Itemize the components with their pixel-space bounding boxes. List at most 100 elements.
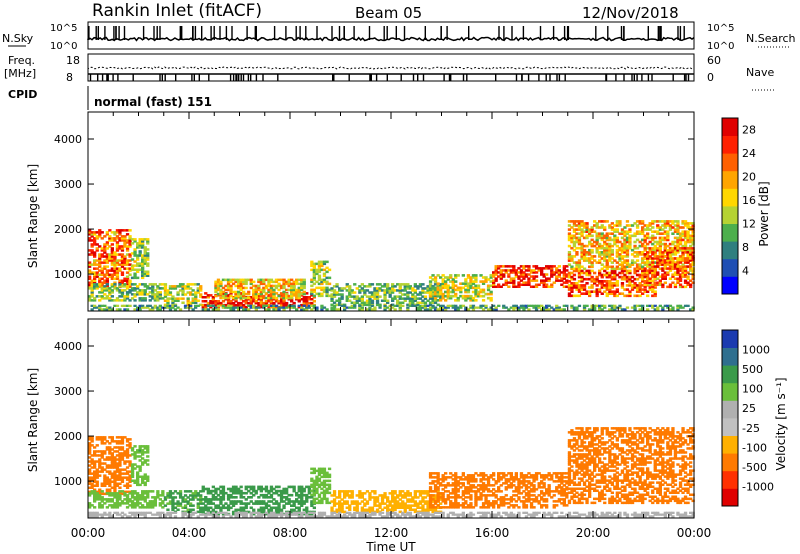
heat-cell [509,271,513,274]
heat-cell [113,466,117,469]
heat-cell [615,253,619,256]
heat-cell [345,494,349,497]
heat-cell [628,228,632,231]
heat-cell [138,459,142,462]
heat-cell [668,259,673,262]
heat-cell [628,292,632,295]
heat-cell [588,269,592,273]
heat-cell [532,306,536,309]
heat-cell [98,231,102,234]
heat-cell [678,226,683,229]
heat-cell [143,274,147,277]
heat-cell [272,301,276,305]
heat-cell [90,295,94,298]
heat-cell [214,504,218,507]
heat-cell [648,281,652,284]
heat-cell [562,285,566,288]
heat-cell [446,304,450,307]
heat-cell [446,288,450,292]
heat-cell [428,280,433,283]
heat-cell [671,249,675,252]
heat-cell [375,301,380,304]
nsky-line [87,36,695,42]
heat-cell [274,304,279,307]
heat-cell [681,247,685,250]
heat-cell [315,280,319,284]
heat-cell [656,226,660,229]
heat-cell [113,259,117,262]
heat-cell [307,298,311,301]
heat-cell [274,292,279,295]
heat-cell [658,279,662,282]
heat-cell [403,502,407,505]
heat-cell [325,499,329,503]
heat-cell [138,252,142,255]
heat-cell [656,255,660,258]
heat-cell [653,275,657,278]
heat-cell [345,285,349,288]
heat-cell [426,500,430,503]
heat-cell [315,483,319,487]
heat-cell [444,280,448,283]
heat-cell [272,304,276,307]
heat-cell [588,261,592,264]
heat-cell [406,285,410,288]
heat-cell [327,288,332,292]
heat-cell [151,496,155,499]
heat-cell [610,277,614,281]
heat-cell [105,273,109,276]
heat-cell [247,496,251,499]
heat-cell [138,293,142,296]
heat-cell [105,269,109,272]
heat-cell [229,489,233,493]
heat-cell [146,492,150,495]
heat-cell [120,448,125,451]
heat-cell [681,220,685,223]
heat-cell [522,277,526,280]
heat-cell [93,480,97,483]
heat-cell [158,494,162,497]
heat-cell [580,277,584,281]
heat-cell [683,224,688,227]
heat-cell [653,230,657,233]
heat-cell [138,244,142,247]
heat-cell [115,269,120,272]
heat-cell [625,253,630,256]
heat-cell [128,235,132,238]
heat-cell [411,287,415,290]
heat-cell [439,292,443,296]
heat-cell [325,491,329,495]
heat-cell [577,236,582,240]
heat-cell [90,289,94,292]
heat-cell [396,504,400,507]
heat-cell [582,222,587,225]
heat-cell [628,271,632,275]
heat-cell [360,301,364,304]
heat-cell [247,290,251,294]
heat-cell [136,306,140,309]
heat-cell [620,277,625,281]
heat-cell [431,510,435,514]
heat-cell [292,489,296,493]
heat-cell [158,498,162,501]
heat-cell [635,253,640,256]
heat-cell [625,277,630,281]
heat-cell [421,492,425,495]
heat-cell [196,510,200,514]
heat-cell [315,270,319,274]
heat-cell [128,480,132,483]
heat-cell [567,238,572,242]
heat-cell [338,502,342,505]
heat-cell [110,436,114,439]
heat-cell [585,251,589,254]
heat-cell [572,273,577,277]
heat-cell [686,222,690,225]
heat-cell [247,301,251,305]
heat-cell [570,277,574,281]
heat-cell [110,506,114,509]
heat-cell [522,304,526,307]
heat-cell [249,280,253,284]
heat-cell [388,492,392,495]
heat-cell [338,303,342,307]
heat-cell [332,306,337,309]
